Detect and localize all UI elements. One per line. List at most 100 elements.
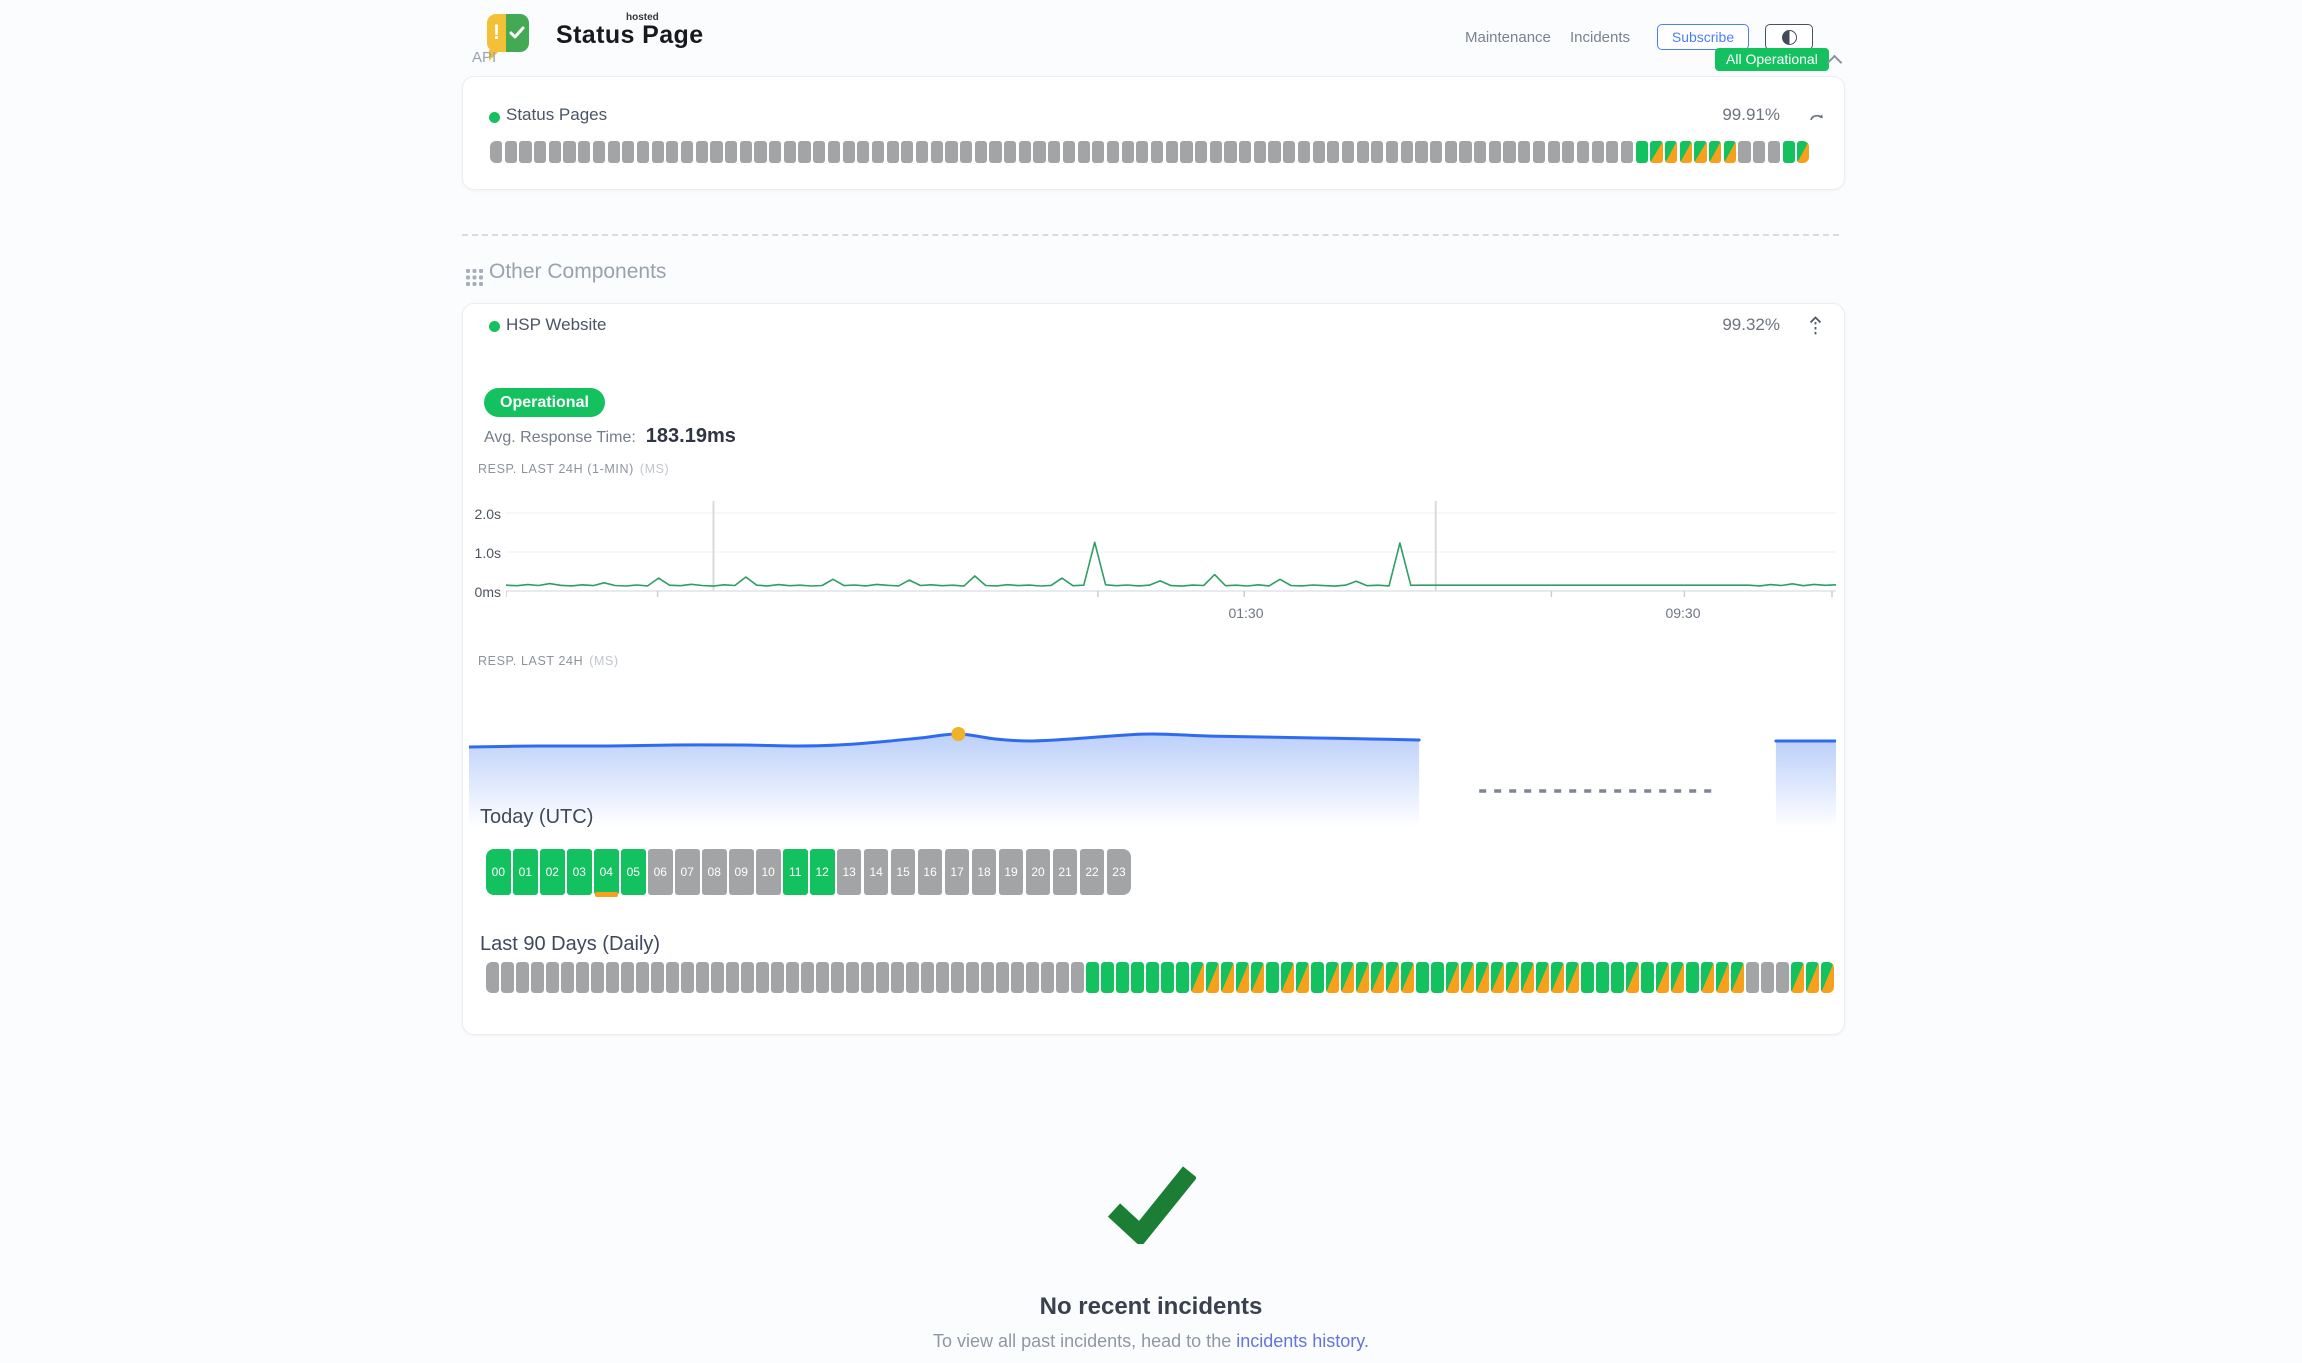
uptime-day-bar[interactable] [1701, 962, 1714, 993]
uptime-day-bar[interactable] [711, 962, 724, 993]
uptime-day-bar[interactable] [1161, 962, 1174, 993]
uptime-day-bar[interactable] [846, 962, 859, 993]
uptime-day-bar[interactable] [1180, 141, 1193, 163]
uptime-day-bar[interactable] [1431, 962, 1444, 993]
uptime-day-bar[interactable] [754, 141, 767, 163]
uptime-day-bar[interactable] [1576, 141, 1590, 163]
uptime-day-bar[interactable] [1092, 141, 1105, 163]
uptime-day-bar[interactable] [886, 141, 899, 163]
uptime-day-bar[interactable] [519, 141, 532, 163]
uptime-day-bar[interactable] [915, 141, 929, 163]
uptime-day-bar[interactable] [1415, 141, 1428, 163]
uptime-day-bar[interactable] [1518, 141, 1531, 163]
uptime-day-bar[interactable] [906, 962, 919, 993]
uptime-day-bar[interactable] [1341, 141, 1355, 163]
uptime-day-bar[interactable] [1474, 141, 1487, 163]
uptime-day-bar[interactable] [1004, 141, 1017, 163]
uptime-day-bar[interactable] [1018, 141, 1031, 163]
uptime-day-bar[interactable] [1056, 962, 1069, 993]
uptime-day-bar[interactable] [1723, 141, 1736, 163]
uptime-day-bar[interactable] [1738, 141, 1751, 163]
uptime-day-bar[interactable] [636, 141, 650, 163]
uptime-day-bar[interactable] [741, 962, 754, 993]
hour-block-06[interactable]: 06 [647, 849, 673, 895]
uptime-day-bar[interactable] [783, 141, 796, 163]
uptime-day-bar[interactable] [1536, 962, 1549, 993]
uptime-day-bar[interactable] [857, 141, 870, 163]
uptime-day-bar[interactable] [1671, 962, 1684, 993]
hour-block-09[interactable]: 09 [728, 849, 754, 895]
uptime-day-bar[interactable] [960, 141, 973, 163]
uptime-day-bar[interactable] [563, 141, 576, 163]
uptime-day-bar[interactable] [1266, 962, 1279, 993]
chevron-up-icon[interactable] [1826, 54, 1843, 71]
uptime-day-bar[interactable] [666, 141, 679, 163]
uptime-day-bar[interactable] [561, 962, 574, 993]
uptime-day-bar[interactable] [578, 141, 591, 163]
uptime-day-bar[interactable] [1062, 141, 1075, 163]
uptime-day-bar[interactable] [1521, 962, 1534, 993]
uptime-day-bar[interactable] [1620, 141, 1634, 163]
hour-block-23[interactable]: 23 [1106, 849, 1132, 895]
uptime-day-bar[interactable] [1461, 962, 1474, 993]
collapse-arrow-icon[interactable] [1809, 316, 1822, 337]
uptime-day-bar[interactable] [1195, 141, 1208, 163]
uptime-day-bar[interactable] [1086, 962, 1099, 993]
hour-block-15[interactable]: 15 [890, 849, 916, 895]
uptime-day-bar[interactable] [1400, 141, 1413, 163]
uptime-day-bar[interactable] [651, 962, 664, 993]
hour-block-18[interactable]: 18 [971, 849, 997, 895]
uptime-day-bar[interactable] [1491, 962, 1504, 993]
uptime-day-bar[interactable] [1694, 141, 1707, 163]
hour-block-14[interactable]: 14 [863, 849, 889, 895]
uptime-day-bar[interactable] [1686, 962, 1699, 993]
uptime-day-bar[interactable] [1782, 141, 1795, 163]
uptime-day-bar[interactable] [1679, 141, 1692, 163]
uptime-day-bar[interactable] [501, 962, 514, 993]
uptime-day-bar[interactable] [1356, 962, 1369, 993]
uptime-day-bar[interactable] [1371, 962, 1384, 993]
uptime-day-bar[interactable] [1611, 962, 1624, 993]
uptime-day-bar[interactable] [1176, 962, 1189, 993]
uptime-day-bar[interactable] [1761, 962, 1774, 993]
uptime-day-bar[interactable] [1503, 141, 1516, 163]
uptime-day-bar[interactable] [1356, 141, 1369, 163]
uptime-day-bar[interactable] [1283, 141, 1296, 163]
uptime-day-bar[interactable] [1268, 141, 1281, 163]
uptime-day-bar[interactable] [1106, 141, 1120, 163]
uptime-day-bar[interactable] [966, 962, 979, 993]
uptime-day-bar[interactable] [1385, 141, 1399, 163]
uptime-day-bar[interactable] [1606, 141, 1619, 163]
uptime-day-bar[interactable] [921, 962, 934, 993]
uptime-day-bar[interactable] [726, 962, 739, 993]
uptime-day-bar[interactable] [1776, 962, 1789, 993]
uptime-day-bar[interactable] [951, 962, 964, 993]
uptime-day-bar[interactable] [1488, 141, 1501, 163]
uptime-day-bar[interactable] [871, 141, 885, 163]
uptime-day-bar[interactable] [546, 962, 559, 993]
refresh-icon[interactable] [1808, 109, 1826, 127]
uptime-day-bar[interactable] [1551, 962, 1564, 993]
uptime-day-bar[interactable] [798, 141, 811, 163]
uptime-day-bar[interactable] [1297, 141, 1310, 163]
uptime-day-bar[interactable] [739, 141, 752, 163]
uptime-day-bar[interactable] [876, 962, 889, 993]
uptime-day-bar[interactable] [1041, 962, 1054, 993]
uptime-day-bar[interactable] [989, 141, 1002, 163]
uptime-day-bar[interactable] [1791, 962, 1804, 993]
uptime-day-bar[interactable] [1131, 962, 1144, 993]
uptime-day-bar[interactable] [1665, 141, 1678, 163]
hour-block-12[interactable]: 12 [809, 849, 835, 895]
uptime-day-bar[interactable] [771, 962, 784, 993]
nav-incidents[interactable]: Incidents [1570, 29, 1631, 46]
uptime-day-bar[interactable] [1311, 962, 1324, 993]
uptime-day-bar[interactable] [592, 141, 605, 163]
uptime-day-bar[interactable] [827, 141, 840, 163]
uptime-day-bar[interactable] [1011, 962, 1024, 993]
uptime-day-bar[interactable] [1709, 141, 1722, 163]
uptime-day-bar[interactable] [531, 962, 544, 993]
uptime-day-bar[interactable] [901, 141, 914, 163]
uptime-day-bar[interactable] [1821, 962, 1834, 993]
uptime-day-bar[interactable] [591, 962, 604, 993]
uptime-day-bar[interactable] [1209, 141, 1222, 163]
